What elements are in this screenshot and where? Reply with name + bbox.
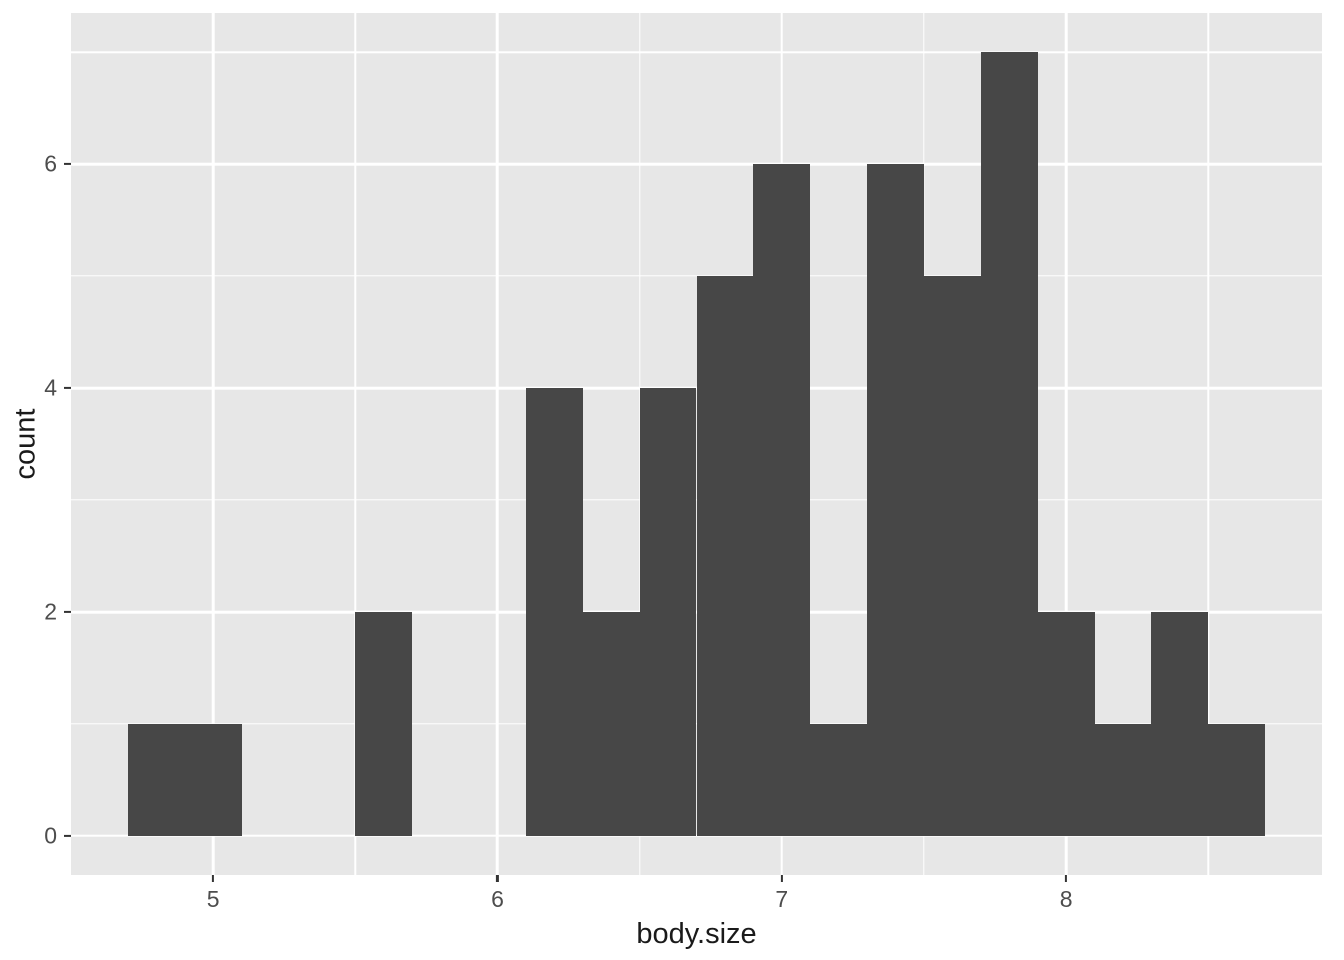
x-tick-label: 7 bbox=[775, 886, 789, 912]
y-tick-mark bbox=[64, 386, 71, 390]
x-tick-mark bbox=[780, 875, 783, 882]
histogram-bar bbox=[696, 276, 754, 836]
histogram-bar bbox=[1208, 723, 1266, 836]
x-axis-title: body.size bbox=[636, 918, 757, 950]
x-tick-mark bbox=[496, 875, 499, 882]
major-gridline-x bbox=[1064, 13, 1068, 875]
y-tick-label: 4 bbox=[44, 374, 57, 401]
histogram-bar bbox=[525, 388, 583, 836]
histogram-bar bbox=[1151, 611, 1209, 836]
minor-gridline-x bbox=[354, 13, 357, 875]
major-gridline-x bbox=[211, 13, 215, 875]
histogram-bar bbox=[753, 164, 811, 836]
y-tick-label: 2 bbox=[44, 598, 57, 625]
histogram-bar bbox=[127, 723, 185, 836]
x-tick-label: 5 bbox=[206, 886, 220, 912]
histogram-bar bbox=[810, 723, 868, 836]
histogram-bar bbox=[923, 276, 981, 836]
histogram-bar bbox=[582, 611, 640, 836]
y-tick-label: 0 bbox=[44, 822, 57, 849]
y-tick-label: 6 bbox=[44, 150, 57, 177]
x-tick-label: 8 bbox=[1059, 886, 1073, 912]
x-tick-mark bbox=[1065, 875, 1068, 882]
minor-gridline-x bbox=[1207, 13, 1209, 875]
histogram-bar bbox=[980, 52, 1038, 836]
histogram-bar bbox=[1094, 723, 1152, 836]
minor-gridline-y bbox=[71, 51, 1322, 53]
histogram-bar bbox=[1037, 611, 1095, 836]
x-tick-mark bbox=[212, 875, 215, 882]
x-tick-label: 6 bbox=[491, 886, 504, 912]
y-axis-title: count bbox=[9, 408, 42, 480]
histogram-bar bbox=[355, 611, 413, 836]
plot-panel bbox=[71, 13, 1322, 875]
histogram-bar bbox=[184, 723, 242, 836]
y-tick-mark bbox=[64, 163, 71, 166]
major-gridline-y bbox=[71, 162, 1322, 166]
histogram-bar bbox=[867, 164, 924, 836]
histogram-bar bbox=[639, 388, 697, 836]
y-tick-mark bbox=[64, 834, 71, 837]
major-gridline-x bbox=[496, 13, 499, 875]
y-tick-mark bbox=[64, 610, 71, 614]
major-gridline-y bbox=[71, 834, 1322, 838]
